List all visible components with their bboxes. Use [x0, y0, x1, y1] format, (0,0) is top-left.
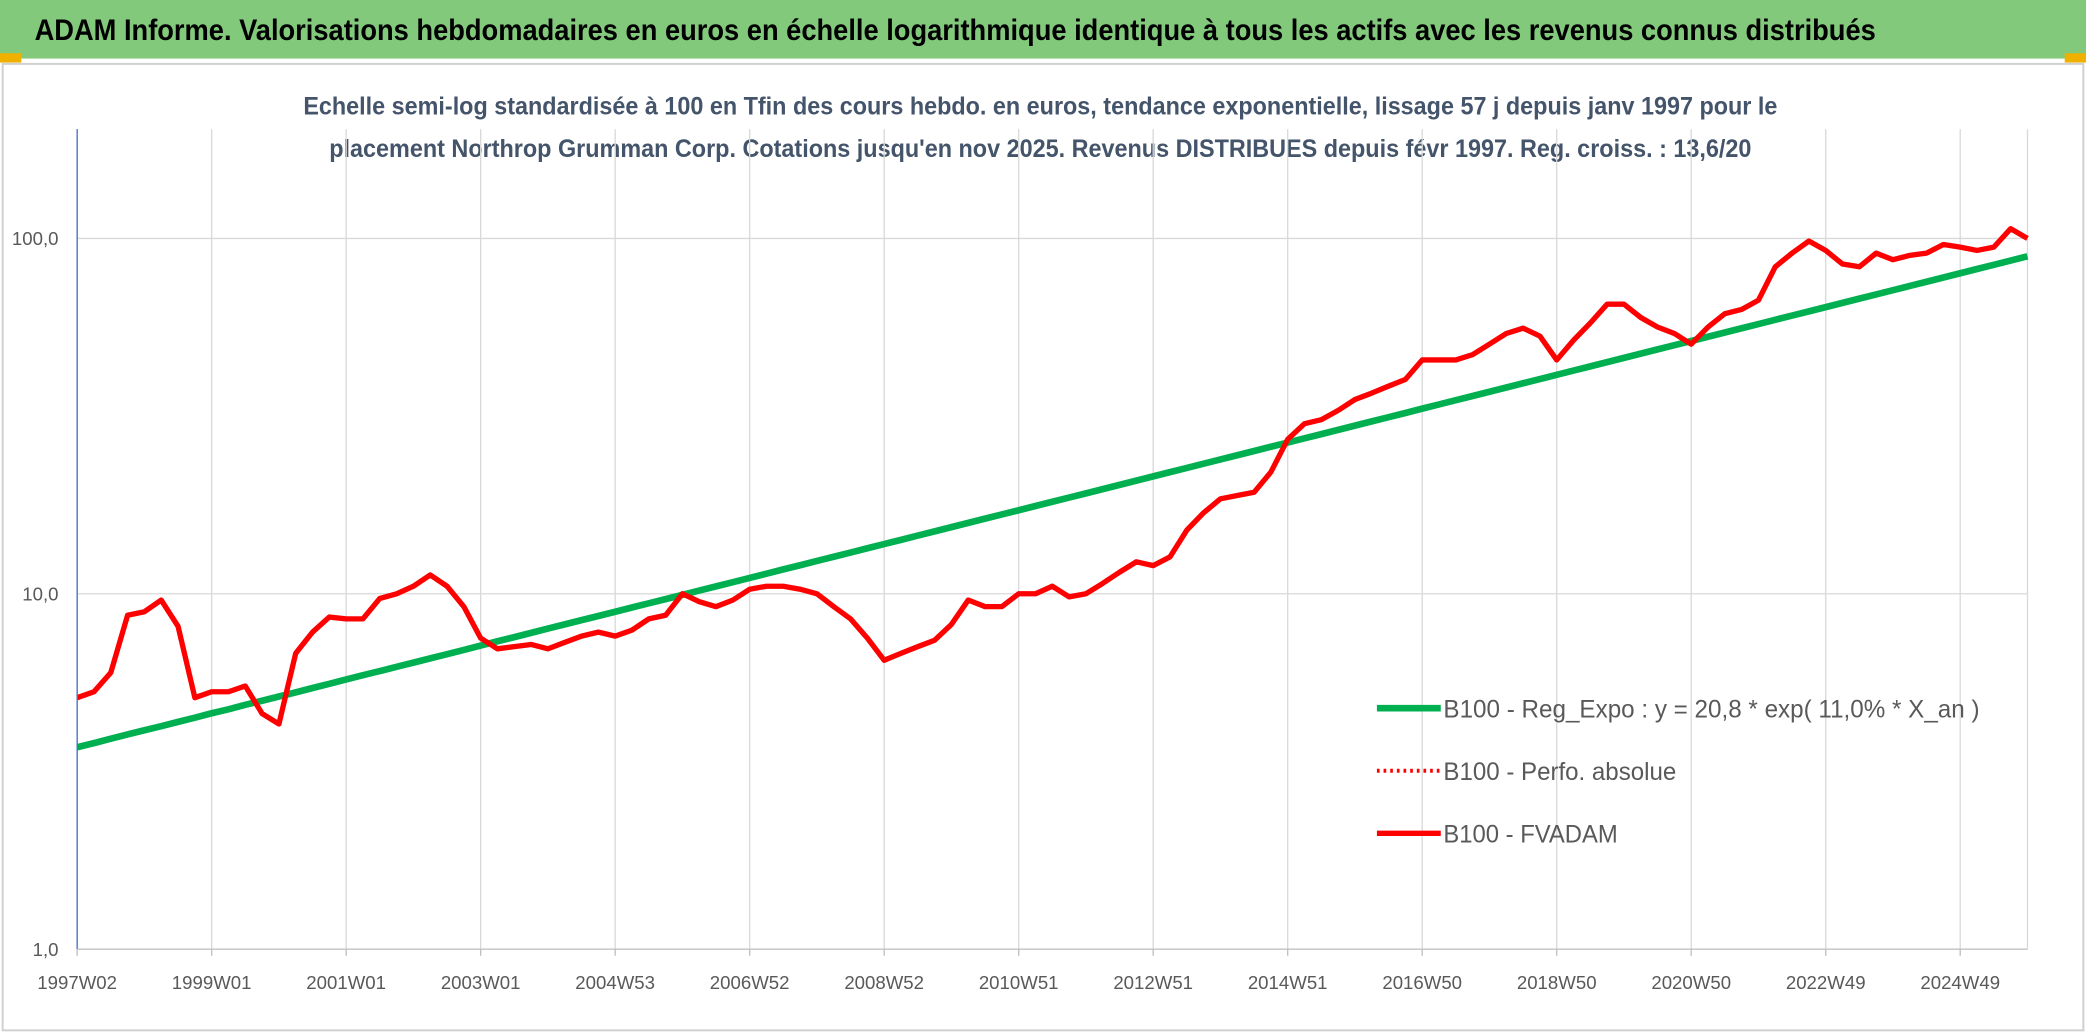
x-tick-label: 2004W53	[575, 972, 655, 993]
x-tick-label: 2016W50	[1382, 972, 1462, 993]
x-tick-label: 2006W52	[710, 972, 790, 993]
x-tick-label: 2022W49	[1786, 972, 1866, 993]
x-tick-label: 2020W50	[1651, 972, 1731, 993]
page-title: ADAM Informe. Valorisations hebdomadaire…	[35, 15, 1876, 47]
x-tick-label: 2012W51	[1113, 972, 1193, 993]
x-tick-label: 2008W52	[844, 972, 924, 993]
legend-label: B100 - Reg_Expo : y = 20,8 * exp( 11,0% …	[1443, 696, 1979, 724]
x-tick-label: 1999W01	[172, 972, 252, 993]
plot	[76, 226, 2029, 751]
y-tick-label: 1,0	[33, 939, 59, 960]
legend: B100 - Reg_Expo : y = 20,8 * exp( 11,0% …	[1376, 696, 1980, 849]
x-tick-label: 2018W50	[1517, 972, 1597, 993]
series-line	[76, 253, 2029, 751]
axes: 1,0 10,0 100,0 1997W02 1999W01 2001W01 2003W01…	[12, 129, 2028, 993]
y-tick-label: 10,0	[22, 583, 58, 604]
y-tick-label: 100,0	[12, 228, 59, 249]
x-tick-label: 1997W02	[37, 972, 117, 993]
corner-mark	[0, 53, 22, 63]
legend-label: B100 - FVADAM	[1443, 821, 1617, 849]
x-tick-label: 2010W51	[979, 972, 1059, 993]
x-tick-label: 2024W49	[1920, 972, 2000, 993]
legend-label: B100 - Perfo. absolue	[1443, 758, 1676, 786]
x-tick-label: 2001W01	[306, 972, 386, 993]
chart-subtitle: placement Northrop Grumman Corp. Cotatio…	[329, 135, 1751, 163]
x-tick-label: 2014W51	[1248, 972, 1328, 993]
header-bar	[0, 0, 2086, 59]
chart-frame	[1, 62, 2085, 1032]
x-tick-label: 2003W01	[441, 972, 521, 993]
chart-subtitle: Echelle semi-log standardisée à 100 en T…	[303, 92, 1777, 120]
corner-mark	[2064, 53, 2086, 63]
series-line	[76, 226, 2029, 727]
